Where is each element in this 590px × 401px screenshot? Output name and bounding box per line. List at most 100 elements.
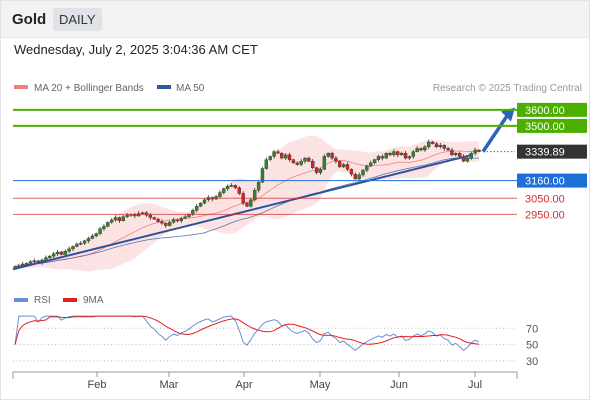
candle-body <box>369 162 373 167</box>
candle-body <box>229 185 234 187</box>
candle-body <box>82 240 87 244</box>
x-tick-label: Apr <box>235 379 252 391</box>
x-tick-label: Feb <box>88 379 107 391</box>
rsi-ma-legend-swatch <box>63 298 77 302</box>
candle-body <box>94 233 98 237</box>
x-axis: Feb Mar Apr May Jun Jul <box>12 371 518 391</box>
candle-body <box>353 173 357 180</box>
candle-body <box>260 168 265 183</box>
candle-body <box>98 228 102 234</box>
rsi-tick-label: 30 <box>526 356 538 368</box>
candle-body <box>341 164 346 168</box>
candle-body <box>245 202 249 207</box>
candle-body <box>411 151 415 157</box>
candle-body <box>473 149 477 154</box>
candle-body <box>164 222 168 226</box>
candle-body <box>51 253 56 257</box>
x-tick-label: May <box>310 379 331 391</box>
candle-body <box>438 145 443 148</box>
ma50-legend-label: MA 50 <box>176 83 205 94</box>
candle-body <box>477 149 481 152</box>
candle-body <box>380 156 385 159</box>
candle-body <box>283 154 288 159</box>
candle-body <box>156 218 160 222</box>
candle-body <box>218 192 222 197</box>
candle-body <box>102 226 106 229</box>
level-label-target: 3600.00 <box>525 105 565 117</box>
level-label-support: 2950.00 <box>525 209 565 221</box>
candle-body <box>67 248 71 252</box>
x-tick-label: Mar <box>160 379 179 391</box>
candle-body <box>222 188 226 193</box>
x-tick-label: Jun <box>390 379 408 391</box>
candle-body <box>280 153 284 159</box>
candle-body <box>21 263 25 266</box>
candle-body <box>55 251 60 254</box>
level-label-pivot: 3160.00 <box>525 176 565 188</box>
candle-body <box>303 157 307 162</box>
level-label-target: 3500.00 <box>525 121 565 133</box>
candle-body <box>299 161 303 165</box>
candle-body <box>121 216 125 221</box>
candle-body <box>322 156 327 170</box>
candle-body <box>330 153 334 159</box>
candle-body <box>403 153 408 159</box>
candle-body <box>268 156 272 160</box>
candle-body <box>276 151 280 154</box>
candle-body <box>191 210 195 215</box>
candle-body <box>338 161 342 168</box>
candle-body <box>419 148 423 151</box>
candle-body <box>256 181 261 191</box>
ma50-legend-swatch <box>157 85 171 89</box>
candle-body <box>423 146 427 151</box>
candle-body <box>106 222 110 227</box>
candle-body <box>334 157 338 162</box>
candle-body <box>384 153 388 159</box>
candle-body <box>75 243 79 247</box>
candle-body <box>44 257 48 261</box>
candle-body <box>396 151 400 156</box>
candle-body <box>415 148 419 152</box>
candle-body <box>71 246 75 250</box>
projection-arrow <box>481 113 510 153</box>
timeframe-button[interactable]: DAILY <box>53 8 102 31</box>
bollinger-legend-label: MA 20 + Bollinger Bands <box>34 83 144 94</box>
candle-body <box>457 153 462 157</box>
candle-body <box>202 199 207 204</box>
candle-body <box>291 159 296 164</box>
rsi-legend-swatch <box>14 298 28 302</box>
candle-body <box>361 169 365 176</box>
candle-body <box>32 260 37 263</box>
price-levels: 3600.00 3500.00 3339.89 3160.00 3050.00 2950.… <box>13 102 587 221</box>
candle-body <box>195 206 199 211</box>
rsi-ma-line <box>14 315 480 345</box>
candle-body <box>295 162 299 165</box>
candle-body <box>442 145 446 149</box>
credit-text: Research © 2025 Trading Central <box>433 83 582 94</box>
rsi-tick-label: 70 <box>526 323 538 335</box>
rsi-ma-legend-label: 9MA <box>83 295 104 306</box>
ma50-line <box>14 157 479 267</box>
candle-body <box>225 185 230 189</box>
candle-body <box>407 156 412 159</box>
candle-body <box>198 202 203 207</box>
candle-body <box>454 153 458 156</box>
last-price-label: 3339.89 <box>525 147 565 159</box>
chart-header: Gold DAILY <box>1 1 589 38</box>
level-tag-target <box>517 102 587 117</box>
candle-body <box>113 217 118 221</box>
candle-body <box>365 165 369 171</box>
candle-body <box>311 161 315 168</box>
candle-body <box>17 265 21 267</box>
x-tick-label: Jul <box>468 379 482 391</box>
candle-body <box>140 212 145 214</box>
candle-body <box>427 141 431 148</box>
candle-body <box>446 148 450 151</box>
candle-body <box>318 169 323 173</box>
candle-body <box>272 151 276 157</box>
price-plot <box>12 107 515 272</box>
candle-body <box>152 217 156 220</box>
candle-body <box>307 157 311 162</box>
